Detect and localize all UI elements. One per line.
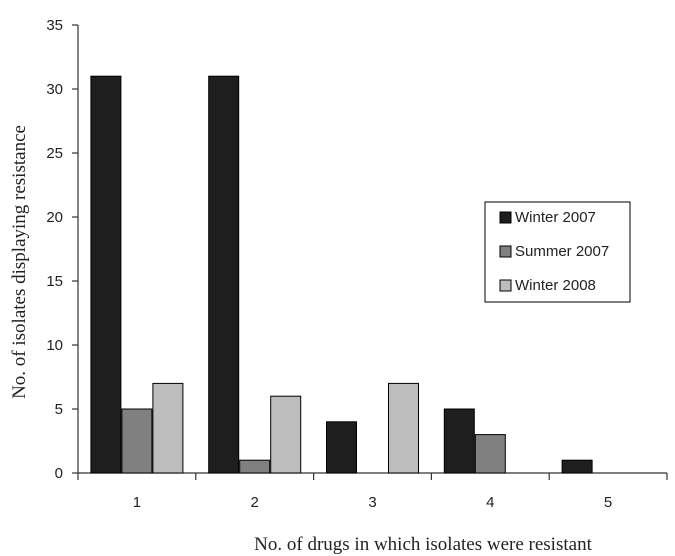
- y-tick-label: 5: [55, 401, 63, 418]
- bars: [90, 75, 593, 474]
- x-tick-label: 5: [604, 494, 612, 511]
- x-axis: 1 2 3 4 5: [77, 472, 668, 511]
- y-tick-label: 0: [55, 465, 63, 482]
- legend-swatch-summer-2007: [499, 245, 512, 258]
- bar-winter-2007-1: [90, 75, 122, 474]
- bar-winter-2007-5: [561, 459, 593, 474]
- legend-label: Winter 2008: [515, 277, 596, 294]
- bar-summer-2007-4: [474, 434, 506, 474]
- y-tick-label: 30: [46, 81, 63, 98]
- legend-swatch-winter-2008: [499, 279, 512, 292]
- bar-winter-2008-3: [388, 382, 419, 474]
- bar-winter-2007-3: [326, 421, 357, 474]
- y-tick-label: 20: [46, 209, 63, 226]
- y-tick-label: 25: [46, 145, 63, 162]
- y-tick-label: 15: [46, 273, 63, 290]
- legend-swatch-winter-2007: [499, 211, 512, 224]
- bar-winter-2008-2: [270, 395, 302, 474]
- y-axis-title: No. of isolates displaying resistance: [9, 125, 30, 399]
- legend: Winter 2007 Summer 2007 Winter 2008: [484, 201, 631, 303]
- x-tick-label: 1: [133, 494, 141, 511]
- bar-summer-2007-2: [239, 459, 271, 474]
- y-tick-label: 10: [46, 337, 63, 354]
- y-tick-label: 35: [46, 17, 63, 34]
- x-axis-title: No. of drugs in which isolates were resi…: [254, 534, 592, 555]
- bar-summer-2007-1: [121, 408, 153, 474]
- legend-label: Winter 2007: [515, 209, 596, 226]
- bar-winter-2007-2: [208, 75, 240, 474]
- bar-winter-2007-4: [443, 408, 475, 474]
- y-axis: 0 5 10 15 20 25 30 35: [46, 17, 79, 482]
- x-tick-label: 2: [251, 494, 259, 511]
- x-tick-label: 4: [486, 494, 494, 511]
- x-tick-label: 3: [368, 494, 376, 511]
- legend-label: Summer 2007: [515, 243, 609, 260]
- bar-winter-2008-1: [152, 382, 184, 474]
